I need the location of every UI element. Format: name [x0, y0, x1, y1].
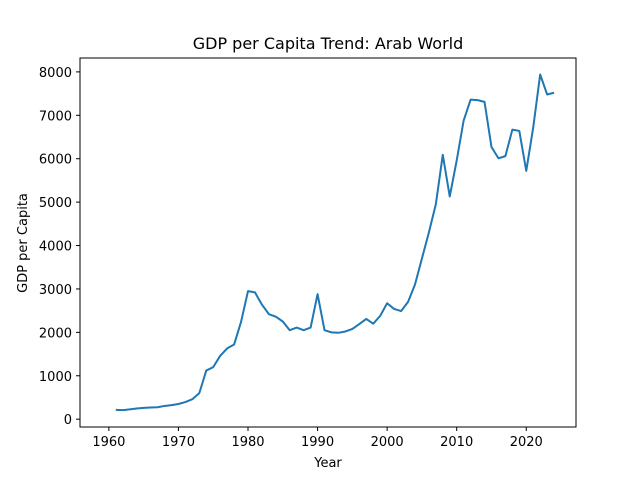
- y-axis-label: GDP per Capita: [16, 193, 31, 293]
- x-tick-label: 1980: [231, 435, 264, 450]
- series-line: [115, 73, 555, 412]
- x-tick-label: 1960: [92, 435, 125, 450]
- y-tick-label: 2000: [39, 326, 72, 341]
- y-tick-label: 8000: [39, 66, 72, 81]
- x-tick-label: 2010: [440, 435, 473, 450]
- x-axis: 1960 1970 1980 1990 2000 2010 2020: [92, 427, 543, 450]
- y-tick-label: 6000: [39, 153, 72, 168]
- x-tick-label: 2000: [371, 435, 404, 450]
- x-tick-label: 2020: [510, 435, 543, 450]
- x-axis-label: Year: [313, 456, 342, 471]
- y-tick-label: 5000: [39, 196, 72, 211]
- y-tick-label: 0: [64, 413, 72, 428]
- axes-frame: [79, 57, 577, 428]
- y-tick-label: 1000: [39, 370, 72, 385]
- x-tick-label: 1990: [301, 435, 334, 450]
- x-tick-label: 1970: [162, 435, 195, 450]
- y-tick-label: 4000: [39, 240, 72, 255]
- chart-title: GDP per Capita Trend: Arab World: [193, 34, 464, 53]
- y-tick-label: 3000: [39, 283, 72, 298]
- y-tick-label: 7000: [39, 109, 72, 124]
- y-axis: 0 1000 2000 3000 4000 5000 6000 7000 8000: [39, 66, 80, 428]
- plot-area: [79, 57, 577, 428]
